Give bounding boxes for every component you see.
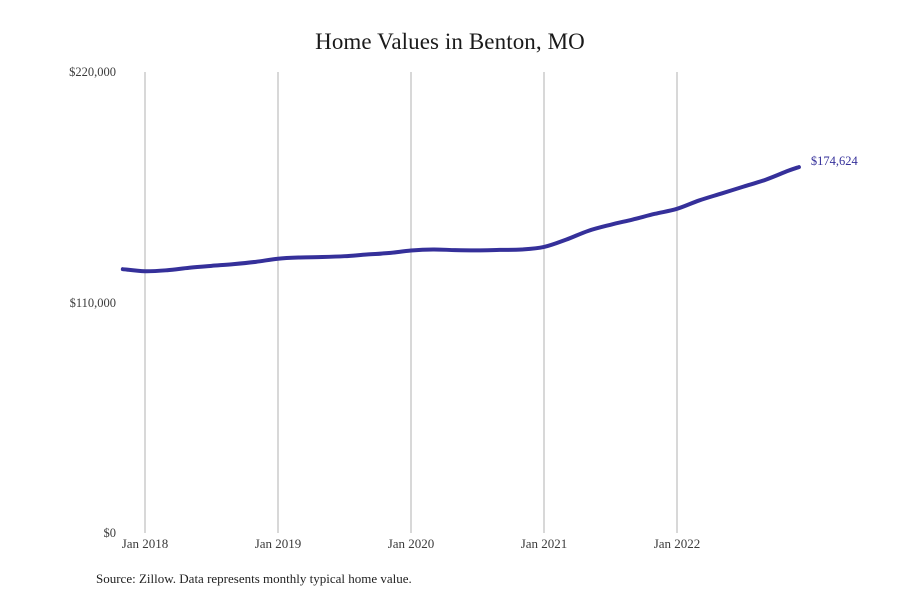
y-axis-tick-top-label: $220,000 <box>69 65 116 79</box>
y-axis-tick-bottom-label: $0 <box>103 526 117 540</box>
data-line-typical-home-value <box>120 165 801 274</box>
x-axis-tick-jan-2019: Jan 2019 <box>254 536 302 551</box>
x-axis-tick-jan-2020: Jan 2020 <box>387 536 435 551</box>
chart-title: Home Values in Benton, MO <box>315 29 585 54</box>
x-axis-tick-jan-2021: Jan 2021 <box>520 536 568 551</box>
source-note: Source: Zillow. Data represents monthly … <box>96 571 412 586</box>
x-axis-tick-jan-2018: Jan 2018 <box>121 536 169 551</box>
endpoint-value-label: $174,624 <box>810 154 858 169</box>
gridlines <box>144 72 678 533</box>
y-axis-tick-mid-label: $110,000 <box>69 296 116 310</box>
x-axis-tick-jan-2022: Jan 2022 <box>653 536 701 551</box>
